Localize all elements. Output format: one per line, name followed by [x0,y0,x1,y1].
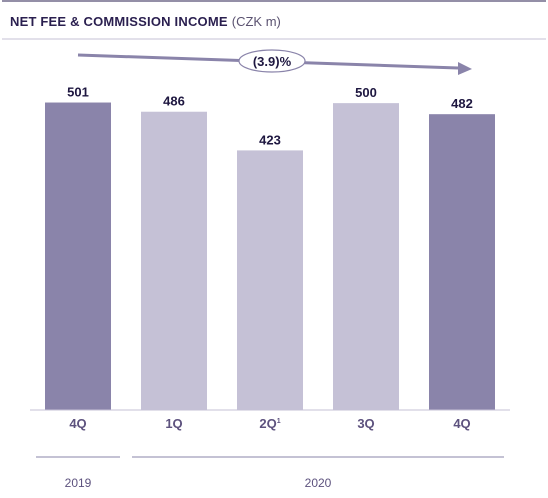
period-label-0: 2019 [65,476,92,490]
value-label-2: 423 [259,132,281,147]
period-labels: 2019 2020 [36,456,504,490]
trend-arrow-head [458,62,472,75]
trend-badge [238,49,306,73]
trend-label: (3.9)% [253,54,292,69]
period-label-1: 2020 [305,476,332,490]
bar-4 [429,114,495,410]
value-label-3: 500 [355,85,377,100]
chart-title-unit: (CZK m) [232,14,281,29]
category-footnote-2: 1 [277,418,281,425]
chart-title-main: NET FEE & COMMISSION INCOME [10,14,228,29]
chart-title: NET FEE & COMMISSION INCOME (CZK m) [10,14,281,29]
category-labels: 4Q 1Q 2Q1 3Q 4Q [69,416,470,431]
value-label-0: 501 [67,85,89,100]
bar-0 [45,102,111,410]
trend-annotation: (3.9)% [77,49,472,75]
value-label-4: 482 [451,96,473,111]
category-label-2: 2Q1 [259,416,280,431]
bar-2 [237,150,303,411]
bar-3 [333,103,399,410]
category-label-3: 3Q [357,416,374,431]
bar-1 [141,111,207,411]
bars: 501 486 423 500 482 [45,85,495,411]
category-label-1: 1Q [165,416,182,431]
category-label-4: 4Q [453,416,470,431]
value-label-1: 486 [163,94,185,109]
category-label-0: 4Q [69,416,86,431]
